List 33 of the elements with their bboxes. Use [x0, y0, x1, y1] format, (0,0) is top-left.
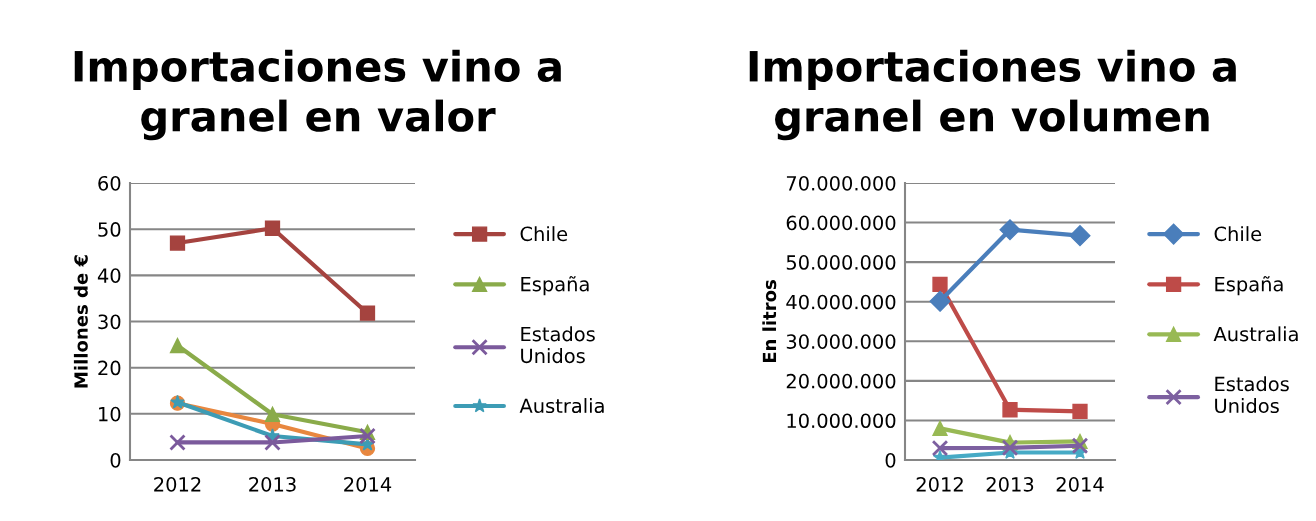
y-tick-label: 0 [110, 452, 121, 468]
y-tick-label: 0 [885, 452, 896, 468]
y-tick-label: 20.000.000 [786, 373, 896, 389]
y-tick-label: 60 [98, 175, 121, 191]
legend-label: Chile [1214, 226, 1262, 242]
legend-label: Australia [519, 398, 604, 414]
y-tick-label: 10.000.000 [787, 413, 896, 429]
y-tick-label: 40 [97, 268, 121, 283]
chart-title: Importaciones vino a granel en valor [74, 49, 561, 141]
x-tick-label: 2013 [986, 477, 1034, 492]
y-axis-title: Millones de € [73, 255, 88, 388]
y-tick-label: 50.000.000 [786, 255, 896, 270]
legend-label: España [521, 276, 589, 296]
legend-label: Estados Unidos [1215, 376, 1289, 414]
y-tick-label: 30.000.000 [786, 334, 896, 349]
y-tick-label: 20 [98, 360, 121, 376]
legend-label: Australia [1213, 326, 1298, 342]
x-tick-label: 2012 [916, 477, 963, 492]
x-tick-label: 2013 [249, 477, 296, 492]
x-tick-label: 2014 [1056, 477, 1104, 492]
y-tick-label: 40.000.000 [786, 294, 896, 310]
legend-label: Chile [520, 226, 568, 242]
y-tick-label: 70.000.000 [786, 175, 896, 191]
y-tick-label: 60.000.000 [786, 215, 896, 231]
y-tick-label: 30 [98, 314, 121, 330]
y-axis-title: En litros [762, 280, 777, 363]
x-tick-label: 2014 [344, 477, 392, 492]
x-tick-label: 2012 [154, 477, 201, 492]
legend-label: Estados Unidos [521, 326, 595, 364]
y-tick-label: 50 [98, 222, 121, 237]
legend-label: España [1215, 276, 1283, 296]
y-tick-label: 10 [99, 406, 121, 422]
chart-title: Importaciones vino a granel en volumen [749, 49, 1236, 141]
